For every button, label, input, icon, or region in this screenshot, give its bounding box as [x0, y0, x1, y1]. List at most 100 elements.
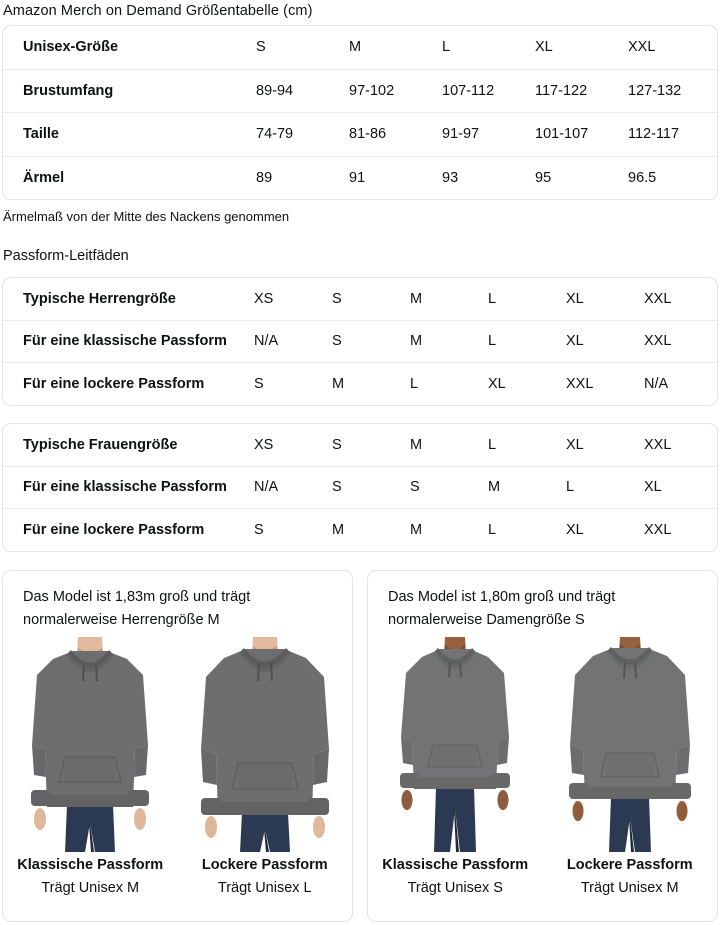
womens-classic-5: XL: [644, 465, 717, 509]
womens-relaxed-1: M: [332, 508, 410, 551]
womens-classic-2: S: [410, 465, 488, 509]
womens-typical-xs: XS: [254, 436, 274, 453]
mens-fit-table-card: Typische Herrengröße XS S M L XL XXL Für…: [2, 277, 718, 406]
womens-relaxed-fit-label: Für eine lockere Passform: [3, 508, 254, 551]
womens-figure-row: [368, 637, 717, 852]
male-model-relaxed-fit-image: [200, 637, 329, 852]
chest-xl: 117-122: [535, 68, 628, 113]
mens-typical-xs: XS: [254, 290, 274, 307]
measurement-size-xl: XL: [535, 39, 553, 56]
mens-typical-xxl: XXL: [644, 290, 672, 307]
table-row: Brustumfang 89-94 97-102 107-112 117-122…: [3, 68, 717, 113]
chest-l: 107-112: [442, 68, 535, 113]
womens-model-caption: Das Model ist 1,80m groß und trägt norma…: [388, 589, 616, 628]
mens-relaxed-fit-wears: Trägt Unisex L: [217, 880, 312, 896]
mens-classic-1: S: [332, 319, 410, 363]
womens-classic-fit-title: Klassische Passform: [382, 857, 529, 873]
womens-classic-figure-slot: [368, 637, 543, 852]
row-label-chest: Brustumfang: [3, 68, 256, 113]
mens-relaxed-label-group: Lockere Passform Trägt Unisex L: [178, 854, 353, 900]
mens-relaxed-4: XXL: [566, 362, 644, 405]
chest-m: 97-102: [349, 68, 442, 113]
mens-model-caption: Das Model ist 1,83m groß und trägt norma…: [23, 589, 251, 628]
womens-fit-table: Typische Frauengröße XS S M L XL XXL Für…: [3, 424, 717, 551]
womens-classic-1: S: [332, 465, 410, 509]
table-row: Taille 74-79 81-86 91-97 101-107 112-117: [3, 112, 717, 156]
measurement-size-xxl: XXL: [628, 39, 656, 56]
table-header-row: Typische Herrengröße XS S M L XL XXL: [3, 278, 717, 320]
womens-fit-table-card: Typische Frauengröße XS S M L XL XXL Für…: [2, 423, 718, 552]
sleeve-m: 91: [349, 155, 442, 199]
mens-classic-label-group: Klassische Passform Trägt Unisex M: [3, 854, 178, 900]
female-model-relaxed-fit-image: [568, 637, 691, 852]
sleeve-s: 89: [256, 155, 349, 199]
mens-classic-fit-label: Für eine klassische Passform: [3, 319, 254, 363]
womens-classic-3: M: [488, 465, 566, 509]
female-model-classic-fit-image: [400, 637, 511, 852]
mens-typical-xl: XL: [566, 290, 584, 307]
sleeve-xxl: 96.5: [628, 155, 717, 199]
mens-model-card: Das Model ist 1,83m groß und trägt norma…: [2, 570, 353, 922]
womens-relaxed-2: M: [410, 508, 488, 551]
womens-typical-xxl: XXL: [644, 436, 672, 453]
mens-relaxed-figure-slot: [178, 637, 353, 852]
table-row: Ärmel 89 91 93 95 96.5: [3, 155, 717, 199]
womens-typical-s: S: [332, 436, 342, 453]
sleeve-measurement-note: Ärmelmaß von der Mitte des Nackens genom…: [3, 209, 290, 224]
chest-xxl: 127-132: [628, 68, 717, 113]
chest-s: 89-94: [256, 68, 349, 113]
mens-classic-4: XL: [566, 319, 644, 363]
mens-figure-labels: Klassische Passform Trägt Unisex M Locke…: [3, 854, 352, 900]
womens-classic-0: N/A: [254, 465, 332, 509]
waist-m: 81-86: [349, 112, 442, 156]
womens-relaxed-4: XL: [566, 508, 644, 551]
mens-relaxed-3: XL: [488, 362, 566, 405]
waist-s: 74-79: [256, 112, 349, 156]
womens-classic-4: L: [566, 465, 644, 509]
measurement-size-s: S: [256, 39, 266, 56]
mens-typical-s: S: [332, 290, 342, 307]
measurement-size-m: M: [349, 39, 362, 56]
womens-relaxed-fit-wears: Trägt Unisex M: [580, 880, 679, 896]
womens-relaxed-fit-title: Lockere Passform: [566, 857, 693, 873]
measurement-table-card: Unisex-Größe S M L XL XXL Brustumfang 89…: [2, 25, 718, 200]
measurement-table: Unisex-Größe S M L XL XXL Brustumfang 89…: [3, 26, 717, 199]
womens-classic-fit-label: Für eine klassische Passform: [3, 465, 254, 509]
womens-typical-xl: XL: [566, 436, 584, 453]
mens-typical-l: L: [488, 290, 497, 307]
womens-typical-l: L: [488, 436, 497, 453]
mens-classic-3: L: [488, 319, 566, 363]
womens-relaxed-label-group: Lockere Passform Trägt Unisex M: [543, 854, 718, 900]
mens-fit-header-label: Typische Herrengröße: [23, 290, 176, 307]
womens-relaxed-5: XXL: [644, 508, 717, 551]
womens-model-card: Das Model ist 1,80m groß und trägt norma…: [367, 570, 718, 922]
mens-relaxed-5: N/A: [644, 362, 717, 405]
table-row: Für eine lockere Passform S M M L XL XXL: [3, 508, 717, 551]
mens-classic-0: N/A: [254, 319, 332, 363]
table-row: Für eine klassische Passform N/A S S M L…: [3, 465, 717, 509]
womens-relaxed-0: S: [254, 508, 332, 551]
mens-classic-2: M: [410, 319, 488, 363]
sleeve-xl: 95: [535, 155, 628, 199]
table-row: Für eine lockere Passform S M L XL XXL N…: [3, 362, 717, 405]
waist-xxl: 112-117: [628, 112, 717, 156]
mens-relaxed-fit-label: Für eine lockere Passform: [3, 362, 254, 405]
waist-l: 91-97: [442, 112, 535, 156]
row-label-waist: Taille: [3, 112, 256, 156]
mens-relaxed-0: S: [254, 362, 332, 405]
womens-relaxed-3: L: [488, 508, 566, 551]
womens-fit-header-label: Typische Frauengröße: [23, 436, 178, 453]
table-header-row: Typische Frauengröße XS S M L XL XXL: [3, 424, 717, 466]
mens-classic-figure-slot: [3, 637, 178, 852]
measurement-size-l: L: [442, 39, 451, 56]
measurement-header-label: Unisex-Größe: [23, 39, 119, 56]
mens-relaxed-fit-title: Lockere Passform: [201, 857, 328, 873]
mens-classic-fit-title: Klassische Passform: [17, 857, 164, 873]
row-label-sleeve: Ärmel: [3, 155, 256, 199]
mens-classic-5: XXL: [644, 319, 717, 363]
womens-classic-fit-wears: Trägt Unisex S: [407, 880, 503, 896]
womens-figure-labels: Klassische Passform Trägt Unisex S Locke…: [368, 854, 717, 900]
mens-figure-row: [3, 637, 352, 852]
mens-relaxed-2: L: [410, 362, 488, 405]
